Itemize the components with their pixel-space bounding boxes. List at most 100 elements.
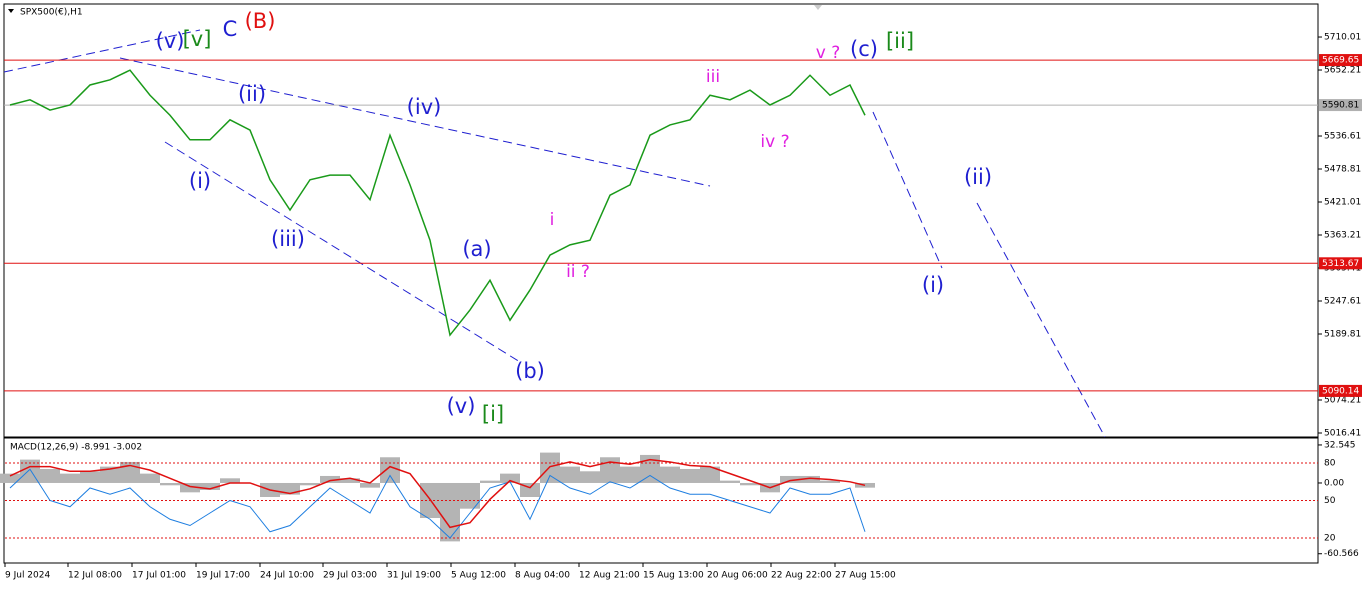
macd-bar: [480, 480, 500, 483]
macd-bar: [580, 471, 600, 483]
oscillator-line: [9, 468, 866, 539]
x-tick-label: 29 Jul 03:00: [323, 571, 377, 581]
macd-bar: [500, 473, 520, 483]
macd-bar: [460, 482, 480, 509]
x-tick-label: 9 Jul 2024: [5, 571, 50, 581]
wave-label: (c): [850, 37, 878, 61]
macd-bar: [100, 466, 120, 483]
macd-bar: [600, 457, 620, 483]
wave-label: ii ?: [566, 262, 590, 282]
wave-label: (ii): [238, 82, 266, 106]
wave-label: (iv): [407, 95, 442, 119]
level-label: 5669.65: [1322, 56, 1359, 66]
macd-bar: [680, 468, 700, 483]
level-label-box: [1319, 384, 1362, 397]
level-label-box: [1319, 54, 1362, 67]
wave-label: [i]: [482, 402, 504, 426]
wave-label: C: [223, 17, 238, 41]
x-tick-label: 31 Jul 19:00: [387, 571, 441, 581]
x-tick-label: 12 Jul 08:00: [68, 571, 122, 581]
macd-bar: [0, 473, 20, 483]
y-tick-label: 32.545: [1324, 440, 1356, 450]
x-tick-label: 22 Aug 22:00: [771, 571, 832, 581]
macd-bar: [560, 466, 580, 483]
trend-line: [872, 111, 943, 269]
y-tick-label: 5536.61: [1324, 132, 1361, 142]
y-tick-label: -60.566: [1324, 549, 1359, 559]
y-tick-label: 5247.61: [1324, 297, 1361, 307]
macd-bar: [340, 478, 360, 483]
x-tick-label: 27 Aug 15:00: [835, 571, 896, 581]
x-tick-label: 8 Aug 04:00: [515, 571, 570, 581]
trend-lines: [3, 29, 1106, 438]
y-tick-label: 5478.81: [1324, 165, 1361, 175]
x-tick-label: 19 Jul 17:00: [196, 571, 250, 581]
macd-bar: [540, 452, 560, 483]
macd-bar: [360, 482, 380, 488]
x-tick-label: 17 Jul 01:00: [132, 571, 186, 581]
menu-arrow: [8, 9, 14, 13]
macd-bar: [300, 482, 320, 486]
macd-bar: [140, 473, 160, 483]
wave-label: [ii]: [886, 29, 914, 53]
level-label-box: [1319, 257, 1362, 270]
wave-label: (a): [462, 237, 491, 261]
macd-bar: [740, 482, 760, 486]
macd-bar: [780, 475, 800, 483]
wave-label: (B): [245, 9, 276, 33]
chart-title: SPX500(€),H1: [20, 8, 83, 18]
shift-marker: [814, 5, 822, 10]
x-tick-label: 24 Jul 10:00: [260, 571, 314, 581]
y-tick-label: 5074.21: [1324, 395, 1361, 405]
wave-label: (ii): [964, 165, 992, 189]
wave-label: v ?: [816, 43, 841, 63]
macd-bar: [80, 471, 100, 483]
y-tick-label: 5189.81: [1324, 330, 1361, 340]
y-tick-label: 5652.21: [1324, 66, 1361, 76]
trend-line: [119, 57, 711, 187]
y-tick-label: 5363.21: [1324, 231, 1361, 241]
y-tick-label: 5421.01: [1324, 198, 1361, 208]
y-tick-label: 5016.41: [1324, 428, 1361, 438]
level-label: 5313.67: [1322, 259, 1359, 269]
macd-bar: [40, 468, 60, 483]
y2-tick-label: 50: [1324, 496, 1336, 506]
level-label: 5090.14: [1322, 386, 1359, 396]
macd-bar: [180, 482, 200, 493]
y-tick-label: 0.00: [1324, 478, 1344, 488]
macd-bar: [60, 473, 80, 483]
x-tick-label: 20 Aug 06:00: [707, 571, 768, 581]
macd-bar: [660, 466, 680, 483]
macd-bar: [820, 480, 840, 483]
trend-line: [3, 29, 201, 73]
macd-bar: [200, 482, 220, 490]
macd-bar: [280, 482, 300, 495]
wave-label: (iii): [271, 227, 305, 251]
macd-bar: [320, 475, 340, 483]
price-pane: [3, 3, 1319, 438]
macd-bar: [380, 457, 400, 483]
signal-line: [9, 458, 866, 529]
wave-label: (v): [156, 29, 185, 53]
wave-label: (i): [922, 273, 944, 297]
wave-label: iv ?: [760, 132, 789, 152]
macd-bar: [220, 478, 240, 483]
wave-label: iii: [706, 67, 720, 87]
macd-bar: [640, 454, 660, 483]
y2-tick-label: 20: [1324, 534, 1336, 544]
price-line: [9, 69, 866, 337]
wave-label: [v]: [183, 27, 212, 51]
wave-label: i: [550, 210, 555, 230]
level-label: 5590.81: [1322, 101, 1359, 111]
x-tick-label: 5 Aug 12:00: [451, 571, 506, 581]
macd-bar: [160, 482, 180, 486]
macd-bar: [440, 482, 460, 542]
macd-bar: [620, 466, 640, 483]
wave-label: (i): [189, 169, 211, 193]
x-tick-label: 15 Aug 13:00: [643, 571, 704, 581]
macd-bar: [720, 480, 740, 483]
macd-title: MACD(12,26,9) -8.991 -3.002: [10, 443, 142, 453]
trend-line: [976, 202, 1106, 438]
macd-bar: [700, 466, 720, 483]
